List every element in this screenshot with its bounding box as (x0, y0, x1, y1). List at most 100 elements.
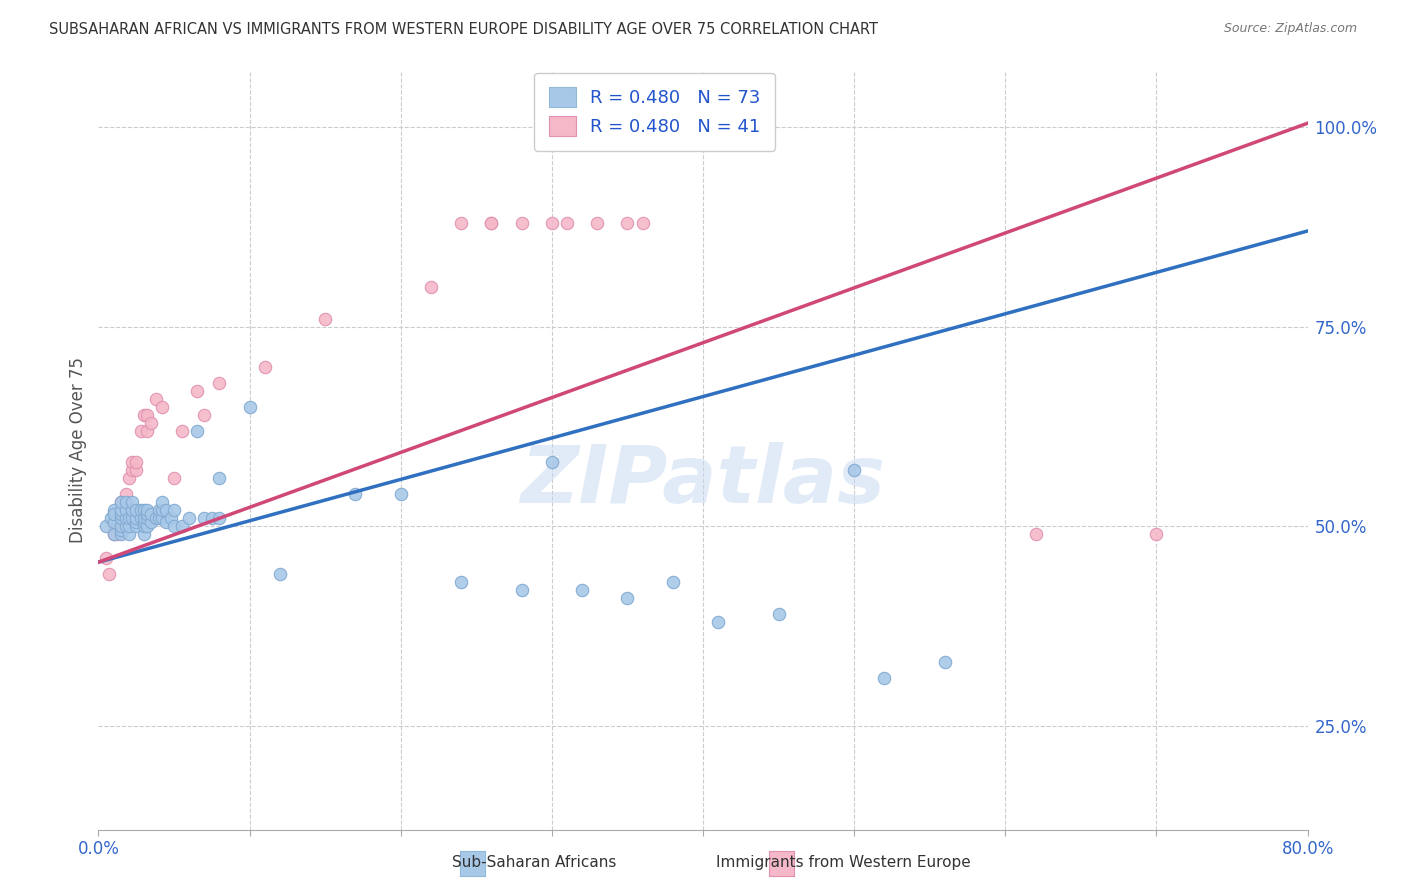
Point (145, 511, 167, 525)
Point (132, 511, 155, 525)
Point (873, 671, 896, 685)
Point (103, 527, 125, 541)
Point (98, 567, 121, 582)
Point (193, 408, 215, 422)
Point (160, 511, 183, 525)
Point (135, 408, 157, 422)
Point (170, 424, 193, 438)
Y-axis label: Disability Age Over 75: Disability Age Over 75 (69, 358, 87, 543)
Point (110, 503, 132, 517)
Point (150, 503, 173, 517)
Point (114, 511, 136, 525)
Point (481, 216, 503, 230)
Point (150, 511, 173, 525)
Point (103, 527, 125, 541)
Point (110, 511, 132, 525)
Point (94, 551, 117, 566)
Point (125, 519, 148, 533)
Point (114, 487, 136, 501)
Text: Immigrants from Western Europe: Immigrants from Western Europe (716, 855, 972, 870)
Point (135, 511, 157, 525)
Point (118, 519, 141, 533)
Point (208, 511, 231, 525)
Point (510, 583, 533, 598)
Point (118, 511, 141, 525)
Point (540, 455, 562, 469)
Point (110, 495, 132, 509)
Point (555, 216, 578, 230)
Point (586, 216, 609, 230)
Point (186, 384, 208, 398)
Point (141, 516, 163, 530)
Point (132, 516, 155, 530)
Point (121, 511, 143, 525)
Point (129, 511, 152, 525)
Point (179, 511, 201, 525)
Point (125, 503, 148, 517)
Point (114, 495, 136, 509)
Point (121, 495, 143, 509)
Point (155, 503, 177, 517)
Point (103, 519, 125, 533)
Point (163, 471, 186, 485)
Point (420, 280, 443, 294)
Point (631, 216, 654, 230)
Point (1024, 527, 1046, 541)
Point (105, 519, 128, 533)
Point (110, 503, 132, 517)
Point (450, 575, 472, 590)
Point (114, 503, 136, 517)
Point (155, 516, 177, 530)
Legend: R = 0.480   N = 73, R = 0.480   N = 41: R = 0.480 N = 73, R = 0.480 N = 41 (534, 73, 775, 151)
Point (132, 527, 155, 541)
Point (100, 511, 122, 525)
Point (170, 519, 193, 533)
Point (616, 216, 638, 230)
Point (201, 511, 224, 525)
Point (132, 519, 155, 533)
Point (103, 503, 125, 517)
Point (344, 487, 367, 501)
Point (103, 516, 125, 530)
Point (163, 519, 186, 533)
Text: SUBSAHARAN AFRICAN VS IMMIGRANTS FROM WESTERN EUROPE DISABILITY AGE OVER 75 CORR: SUBSAHARAN AFRICAN VS IMMIGRANTS FROM WE… (49, 22, 879, 37)
Point (145, 392, 167, 406)
Point (125, 511, 148, 525)
Point (661, 575, 683, 590)
Point (193, 511, 215, 525)
Point (121, 455, 143, 469)
Point (768, 607, 790, 621)
Point (141, 416, 163, 430)
Point (125, 463, 148, 477)
Point (110, 527, 132, 541)
Point (135, 508, 157, 522)
Point (103, 508, 125, 522)
Point (239, 400, 262, 414)
Point (105, 527, 128, 541)
Point (450, 216, 472, 230)
Point (129, 424, 152, 438)
Point (571, 583, 593, 598)
Point (844, 463, 866, 477)
Point (186, 424, 208, 438)
Point (110, 511, 132, 525)
Point (125, 455, 148, 469)
Point (118, 527, 141, 541)
Point (540, 216, 562, 230)
Point (707, 615, 730, 629)
Point (1144, 527, 1167, 541)
Point (132, 408, 155, 422)
Point (253, 359, 276, 374)
Point (510, 216, 533, 230)
Point (269, 567, 291, 582)
Point (132, 503, 155, 517)
Point (135, 424, 157, 438)
Point (135, 503, 157, 517)
Point (148, 511, 170, 525)
Point (110, 495, 132, 509)
Point (141, 508, 163, 522)
Point (314, 311, 336, 326)
Point (148, 503, 170, 517)
Point (114, 519, 136, 533)
Point (481, 216, 503, 230)
